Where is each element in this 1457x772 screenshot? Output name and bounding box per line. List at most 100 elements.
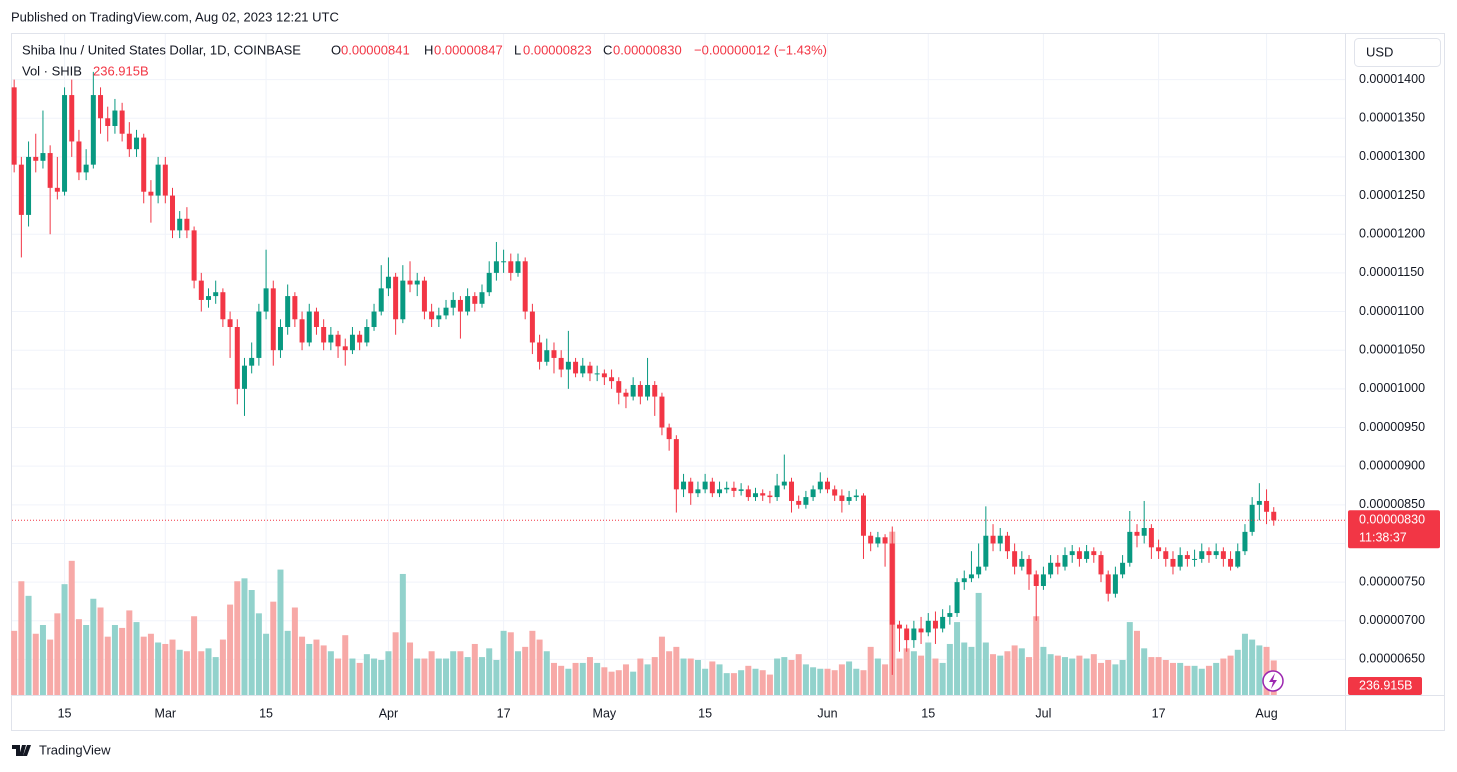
brand-name: TradingView [39,742,111,757]
candle-body [371,311,377,328]
volume-bar [1155,657,1162,695]
volume-bar [385,651,392,695]
candle-body [18,164,24,215]
candle-body [537,342,543,362]
volume-bar [939,662,946,695]
candle-body [1105,574,1111,594]
candle-body [335,334,341,347]
candle-body [1184,555,1190,559]
volume-bar [975,592,982,695]
icon-bolt[interactable] [1269,673,1277,689]
candle-body [1156,547,1162,552]
x-tick-label: Aug [1255,706,1277,720]
candle-body [227,319,233,328]
candle-body [515,261,521,273]
volume-bar [932,658,939,695]
volume-bar [47,639,54,695]
candle-body [1040,574,1046,586]
volume-bar [730,673,737,695]
volume-bar [428,651,435,695]
currency-button[interactable]: USD [1354,38,1441,67]
candle-body [126,133,132,150]
volume-bar [205,648,212,695]
volume-bar [536,639,543,695]
volume-bar [75,619,82,695]
volume-bar [126,610,133,695]
published-note: Published on TradingView.com, Aug 02, 20… [11,9,339,24]
candle-body [508,261,514,273]
volume-bar [882,664,889,695]
volume-bar [795,654,802,695]
volume-bar [493,660,500,695]
candle-body [479,292,485,304]
volume-tag [1348,677,1422,695]
candle-body [407,280,413,285]
volume-bar [83,625,90,695]
volume-bar [838,664,845,695]
volume-bar [572,662,579,695]
volume-bar [320,645,327,695]
volume-bar [291,607,298,695]
volume-bar [1148,657,1155,695]
candle-body [760,493,766,496]
volume-bar [752,668,759,695]
candle-body [1004,535,1010,552]
candle-body [666,427,672,440]
candle-body [803,497,809,505]
candle-body [1242,531,1248,552]
volume-bar [133,622,140,695]
candle-body [983,535,989,567]
x-tick-label: Jun [817,706,837,720]
legend-key: C [603,42,612,57]
currency-button-box[interactable] [1354,38,1441,67]
volume-bar [817,668,824,695]
candle-body [1098,555,1104,575]
candle-body [393,276,399,320]
volume-bar [155,642,162,695]
volume-bar [234,581,241,695]
candle-body [69,95,75,142]
volume-bar [874,658,881,695]
candle-body [501,261,507,263]
volume-bar [363,654,370,695]
brand: TradingView [12,742,111,757]
candle-body [177,218,183,231]
volume-bar [219,639,226,695]
volume-bar [248,590,255,695]
volume-bar [687,658,694,695]
volume-bar [1184,665,1191,695]
candle-body [911,628,917,641]
legend-value: 0.00000830 [613,42,682,57]
volume-bar [1047,654,1054,695]
candle-body [457,299,463,312]
candle-body [1033,574,1039,586]
candle-body [1120,562,1126,575]
lightning-icon[interactable] [1262,670,1284,692]
candle-body [932,620,938,629]
candle-body [1084,551,1090,559]
currency-label[interactable]: USD [1366,44,1393,59]
candle-body [26,156,32,215]
volume-bar [680,658,687,695]
candle-body [889,543,895,625]
candle-body [213,292,219,297]
axes: 0.000006500.000007000.000007500.00000800… [58,72,1425,720]
candle-body [961,578,967,583]
candle-body [702,481,708,490]
volume-bar [910,651,917,695]
candle-body [141,137,147,192]
volume-bar [147,633,154,695]
volume-bar [1249,639,1256,695]
volume-bar [954,622,961,695]
candle-body [997,535,1003,544]
volume-bar [853,668,860,695]
volume-bar [68,560,75,695]
legend-value: 0.00000823 [523,42,592,57]
volume-bar [227,604,234,695]
volume-bar [464,657,471,695]
candle-body [1170,558,1176,567]
volume-bar [371,658,378,695]
volume-bar [766,674,773,695]
candle-body [47,153,53,188]
volume-bar [306,643,313,695]
